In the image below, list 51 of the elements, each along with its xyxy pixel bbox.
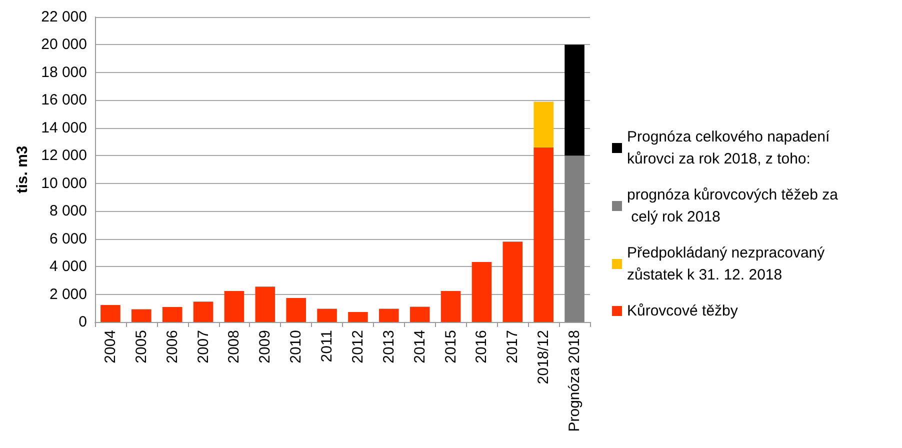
x-tick-label: 2004 [102, 330, 119, 364]
bar [224, 290, 244, 322]
x-tick-label: 2009 [256, 330, 274, 364]
y-tick-label: 20 000 [41, 36, 87, 54]
bar [317, 308, 337, 322]
x-tick-label: 2018/12 [535, 330, 552, 384]
legend-label: prognóza kůrovcových těžeb za celý rok 2018 [627, 186, 839, 226]
bar [193, 302, 214, 322]
bar [534, 147, 554, 322]
legend-label: Prognóza celkového napadení kůrovci za rok 2018, z toho: [627, 128, 834, 168]
y-axis-title: tis. m3 [14, 146, 32, 194]
x-tick-label: 2014 [411, 330, 428, 364]
bar [534, 102, 554, 148]
y-tick-label: 6 000 [49, 230, 87, 248]
x-tick-label: 2006 [164, 330, 181, 364]
y-tick-label: 16 000 [41, 92, 87, 109]
y-tick-label: 4 000 [49, 258, 87, 276]
x-tick-label: Prognóza 2018 [566, 330, 584, 432]
bar [564, 44, 584, 156]
x-tick-label: 2012 [349, 330, 366, 364]
y-tick-label: 0 [78, 314, 87, 330]
x-tick-label: 2005 [132, 330, 150, 364]
bar [472, 262, 492, 322]
x-tick-label: 2016 [473, 330, 490, 364]
x-tick-label: 2011 [318, 330, 336, 362]
y-tick-label: 22 000 [41, 8, 87, 26]
x-tick-label: 2010 [288, 330, 305, 364]
x-tick-label: 2015 [442, 330, 460, 364]
y-tick-label: 2 000 [49, 286, 87, 303]
y-tick-label: 12 000 [41, 147, 87, 164]
bar [255, 286, 276, 322]
bar [502, 242, 523, 322]
bar [440, 290, 461, 322]
y-tick-label: 18 000 [41, 64, 87, 81]
bar [564, 156, 584, 322]
x-tick-label: 2007 [194, 330, 212, 364]
legend-label: Předpokládaný nezpracovaný zůstatek k 31. 12. 2018 [627, 244, 829, 284]
bar [379, 308, 399, 322]
bar [100, 304, 120, 322]
bar [286, 298, 306, 322]
bar [162, 307, 182, 322]
bar [132, 309, 152, 322]
y-tick-label: 14 000 [41, 119, 87, 136]
x-tick-label: 2008 [226, 330, 243, 364]
y-tick-label: 10 000 [41, 174, 87, 192]
x-tick-label: 2017 [504, 330, 522, 364]
x-tick-label: 2013 [380, 330, 398, 364]
y-tick-label: 8 000 [49, 202, 87, 220]
bar [410, 306, 430, 322]
bar [348, 312, 368, 322]
legend-label: Kůrovcové těžby [627, 302, 738, 320]
